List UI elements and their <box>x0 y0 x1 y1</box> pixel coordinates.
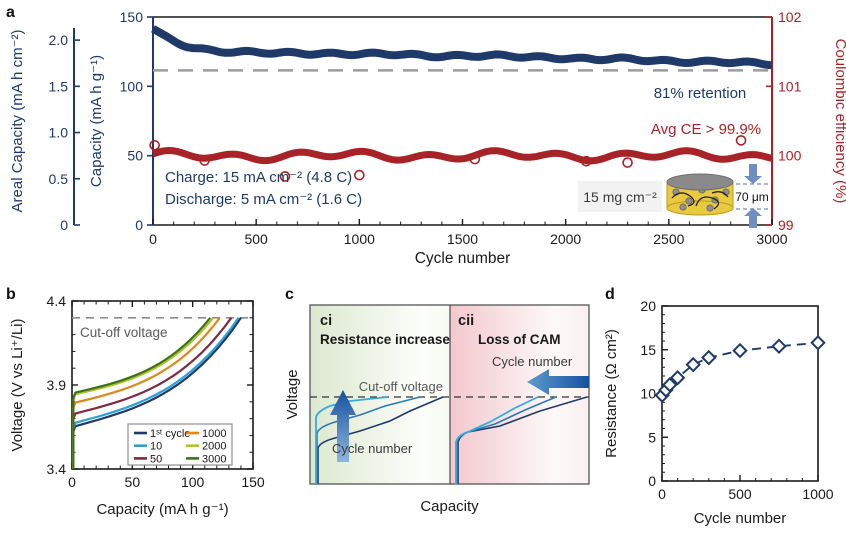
svg-text:3.4: 3.4 <box>47 461 67 477</box>
svg-text:99: 99 <box>778 217 794 233</box>
svg-text:Capacity (mA h g⁻¹): Capacity (mA h g⁻¹) <box>96 501 228 518</box>
svg-text:cii: cii <box>458 313 474 329</box>
svg-text:0: 0 <box>149 231 157 247</box>
svg-text:Areal Capacity (mA h cm⁻²): Areal Capacity (mA h cm⁻²) <box>9 30 26 213</box>
svg-text:ci: ci <box>320 313 332 329</box>
svg-text:50: 50 <box>150 453 162 465</box>
svg-text:150: 150 <box>241 474 265 490</box>
svg-text:Cycle number: Cycle number <box>332 441 413 456</box>
svg-text:Capacity: Capacity <box>420 498 479 515</box>
panel-b-voltage-profile-chart: 3.4 3.9 4.4 0 50 100 150 Voltage (V vs Li⁺/Li) C… <box>9 293 265 518</box>
svg-text:1000: 1000 <box>802 486 833 502</box>
svg-text:Capacity (mA h g⁻¹): Capacity (mA h g⁻¹) <box>88 55 105 187</box>
svg-text:Discharge: 5 mA cm⁻² (1.6 C): Discharge: 5 mA cm⁻² (1.6 C) <box>165 191 362 208</box>
svg-text:101: 101 <box>778 78 802 94</box>
panel-label-c: c <box>285 286 294 303</box>
svg-text:5: 5 <box>648 429 656 445</box>
svg-text:Loss of CAM: Loss of CAM <box>478 332 561 347</box>
svg-text:81% retention: 81% retention <box>654 85 747 102</box>
svg-text:2000: 2000 <box>202 441 226 453</box>
svg-text:1000: 1000 <box>202 428 226 440</box>
svg-text:102: 102 <box>778 9 802 25</box>
panel-d-resistance-chart: 0 5 10 15 20 0 500 1000 Resistance (Ω cm²) Cycle … <box>603 298 834 527</box>
svg-text:1.0: 1.0 <box>49 125 69 141</box>
svg-text:Resistance (Ω cm²): Resistance (Ω cm²) <box>603 329 620 458</box>
svg-text:2000: 2000 <box>550 231 581 247</box>
svg-text:3000: 3000 <box>202 453 226 465</box>
svg-text:Coulombic efficiency (%): Coulombic efficiency (%) <box>832 39 846 204</box>
svg-text:0: 0 <box>648 473 656 489</box>
svg-text:1ˢᵗ cycle: 1ˢᵗ cycle <box>150 428 190 440</box>
svg-text:0: 0 <box>135 217 143 233</box>
svg-text:50: 50 <box>125 474 141 490</box>
svg-text:Avg CE > 99.9%: Avg CE > 99.9% <box>651 121 761 138</box>
svg-text:100: 100 <box>120 78 144 94</box>
svg-text:1.5: 1.5 <box>49 78 69 94</box>
svg-text:10: 10 <box>150 441 162 453</box>
svg-text:Cycle number: Cycle number <box>492 354 573 369</box>
svg-text:100: 100 <box>778 148 802 164</box>
svg-text:0.5: 0.5 <box>49 171 69 187</box>
svg-text:Voltage (V vs Li⁺/Li): Voltage (V vs Li⁺/Li) <box>9 319 26 452</box>
svg-text:Cycle number: Cycle number <box>694 510 787 527</box>
panel-c-degradation-schematic: Cut-off voltage ci Resistance increase cii L… <box>284 304 590 515</box>
svg-text:0: 0 <box>60 217 68 233</box>
svg-text:500: 500 <box>728 486 752 502</box>
panel-label-d: d <box>605 286 615 303</box>
svg-text:10: 10 <box>640 386 656 402</box>
svg-text:Charge: 15 mA cm⁻² (4.8 C): Charge: 15 mA cm⁻² (4.8 C) <box>165 169 352 186</box>
svg-text:0: 0 <box>658 486 666 502</box>
svg-text:15 mg cm⁻²: 15 mg cm⁻² <box>583 189 657 205</box>
svg-text:150: 150 <box>120 9 144 25</box>
svg-text:Cut-off voltage: Cut-off voltage <box>359 379 443 394</box>
panel-label-a: a <box>6 4 15 21</box>
svg-text:Cut-off voltage: Cut-off voltage <box>80 325 168 340</box>
svg-text:0: 0 <box>68 474 76 490</box>
svg-text:1500: 1500 <box>447 231 478 247</box>
svg-text:Resistance increase: Resistance increase <box>320 332 450 347</box>
svg-text:3000: 3000 <box>756 231 787 247</box>
svg-text:2500: 2500 <box>653 231 684 247</box>
svg-text:4.4: 4.4 <box>47 293 67 309</box>
svg-text:Cycle number: Cycle number <box>415 250 511 267</box>
svg-text:1000: 1000 <box>344 231 375 247</box>
svg-text:15: 15 <box>640 342 656 358</box>
svg-text:500: 500 <box>244 231 268 247</box>
electrode-illustration <box>666 173 734 216</box>
panel-label-b: b <box>6 286 16 303</box>
svg-text:70 μm: 70 μm <box>735 190 769 204</box>
svg-text:2.0: 2.0 <box>49 32 69 48</box>
svg-text:50: 50 <box>127 148 143 164</box>
svg-text:Voltage: Voltage <box>284 369 301 419</box>
svg-text:20: 20 <box>640 298 656 314</box>
svg-text:100: 100 <box>181 474 205 490</box>
svg-text:3.9: 3.9 <box>47 377 67 393</box>
